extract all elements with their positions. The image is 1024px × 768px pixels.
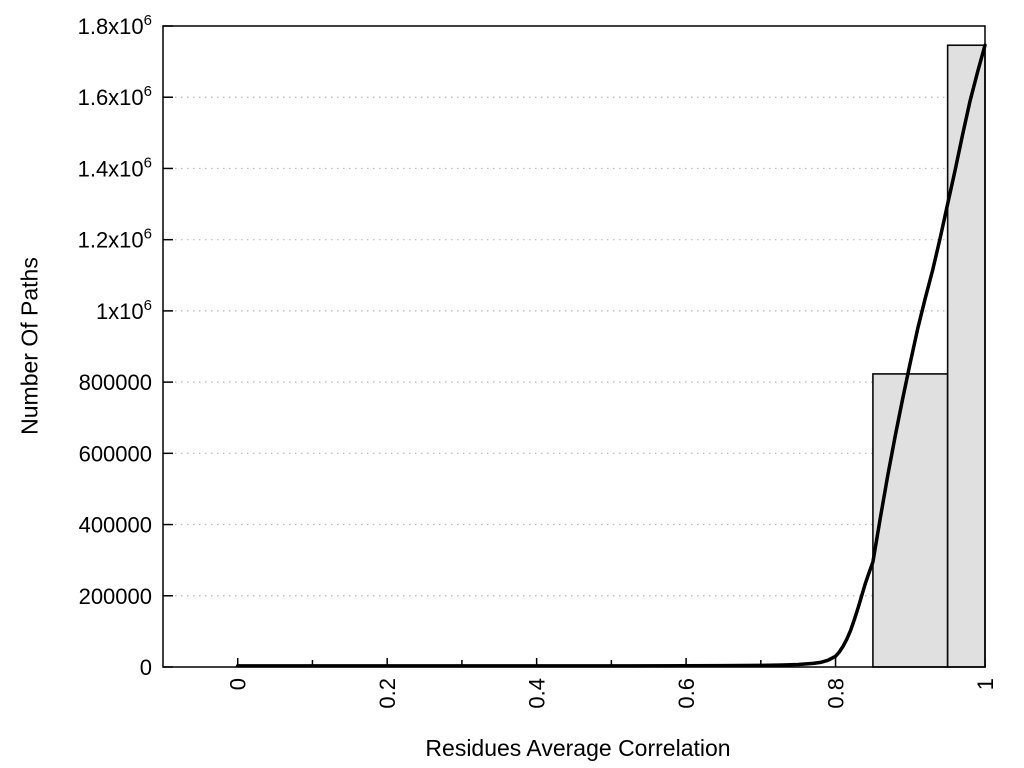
y-tick-label: 1.6x106 <box>78 83 152 110</box>
y-tick-label: 1x106 <box>96 297 152 324</box>
y-tick-label: 1.4x106 <box>78 154 152 181</box>
histogram-bar <box>872 373 949 668</box>
x-tick-label: 0.6 <box>674 678 699 709</box>
x-tick-label: 0.8 <box>824 678 849 709</box>
x-tick-label: 0.2 <box>375 678 400 709</box>
fit-curve <box>235 43 987 668</box>
x-tick-label: 0.4 <box>525 678 550 709</box>
y-axis-title: Number Of Paths <box>16 257 43 435</box>
plot-border <box>162 25 986 668</box>
x-tick-label: 0 <box>226 678 251 690</box>
y-tick-label: 800000 <box>79 370 152 395</box>
y-tick-label: 0 <box>140 655 152 680</box>
histogram-bars <box>872 44 986 668</box>
histogram-bar <box>946 44 986 668</box>
y-tick-label: 1.8x106 <box>78 12 152 39</box>
y-tick-label: 600000 <box>79 441 152 466</box>
x-tick-label: 1 <box>973 678 998 690</box>
tick-labels: 0 200000 400000 600000 800000 1x106 1.2x106 1.4… <box>78 12 998 709</box>
y-tick-label: 1.2x106 <box>78 226 152 253</box>
grid-lines <box>163 96 985 597</box>
axis-ticks <box>163 25 986 668</box>
x-axis-title: Residues Average Correlation <box>425 735 731 761</box>
y-tick-label: 200000 <box>79 584 152 609</box>
y-tick-label: 400000 <box>79 513 152 538</box>
